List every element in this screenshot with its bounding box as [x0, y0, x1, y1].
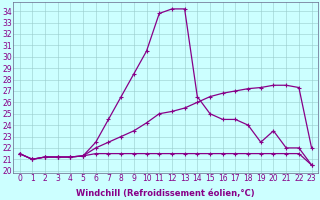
X-axis label: Windchill (Refroidissement éolien,°C): Windchill (Refroidissement éolien,°C) — [76, 189, 255, 198]
